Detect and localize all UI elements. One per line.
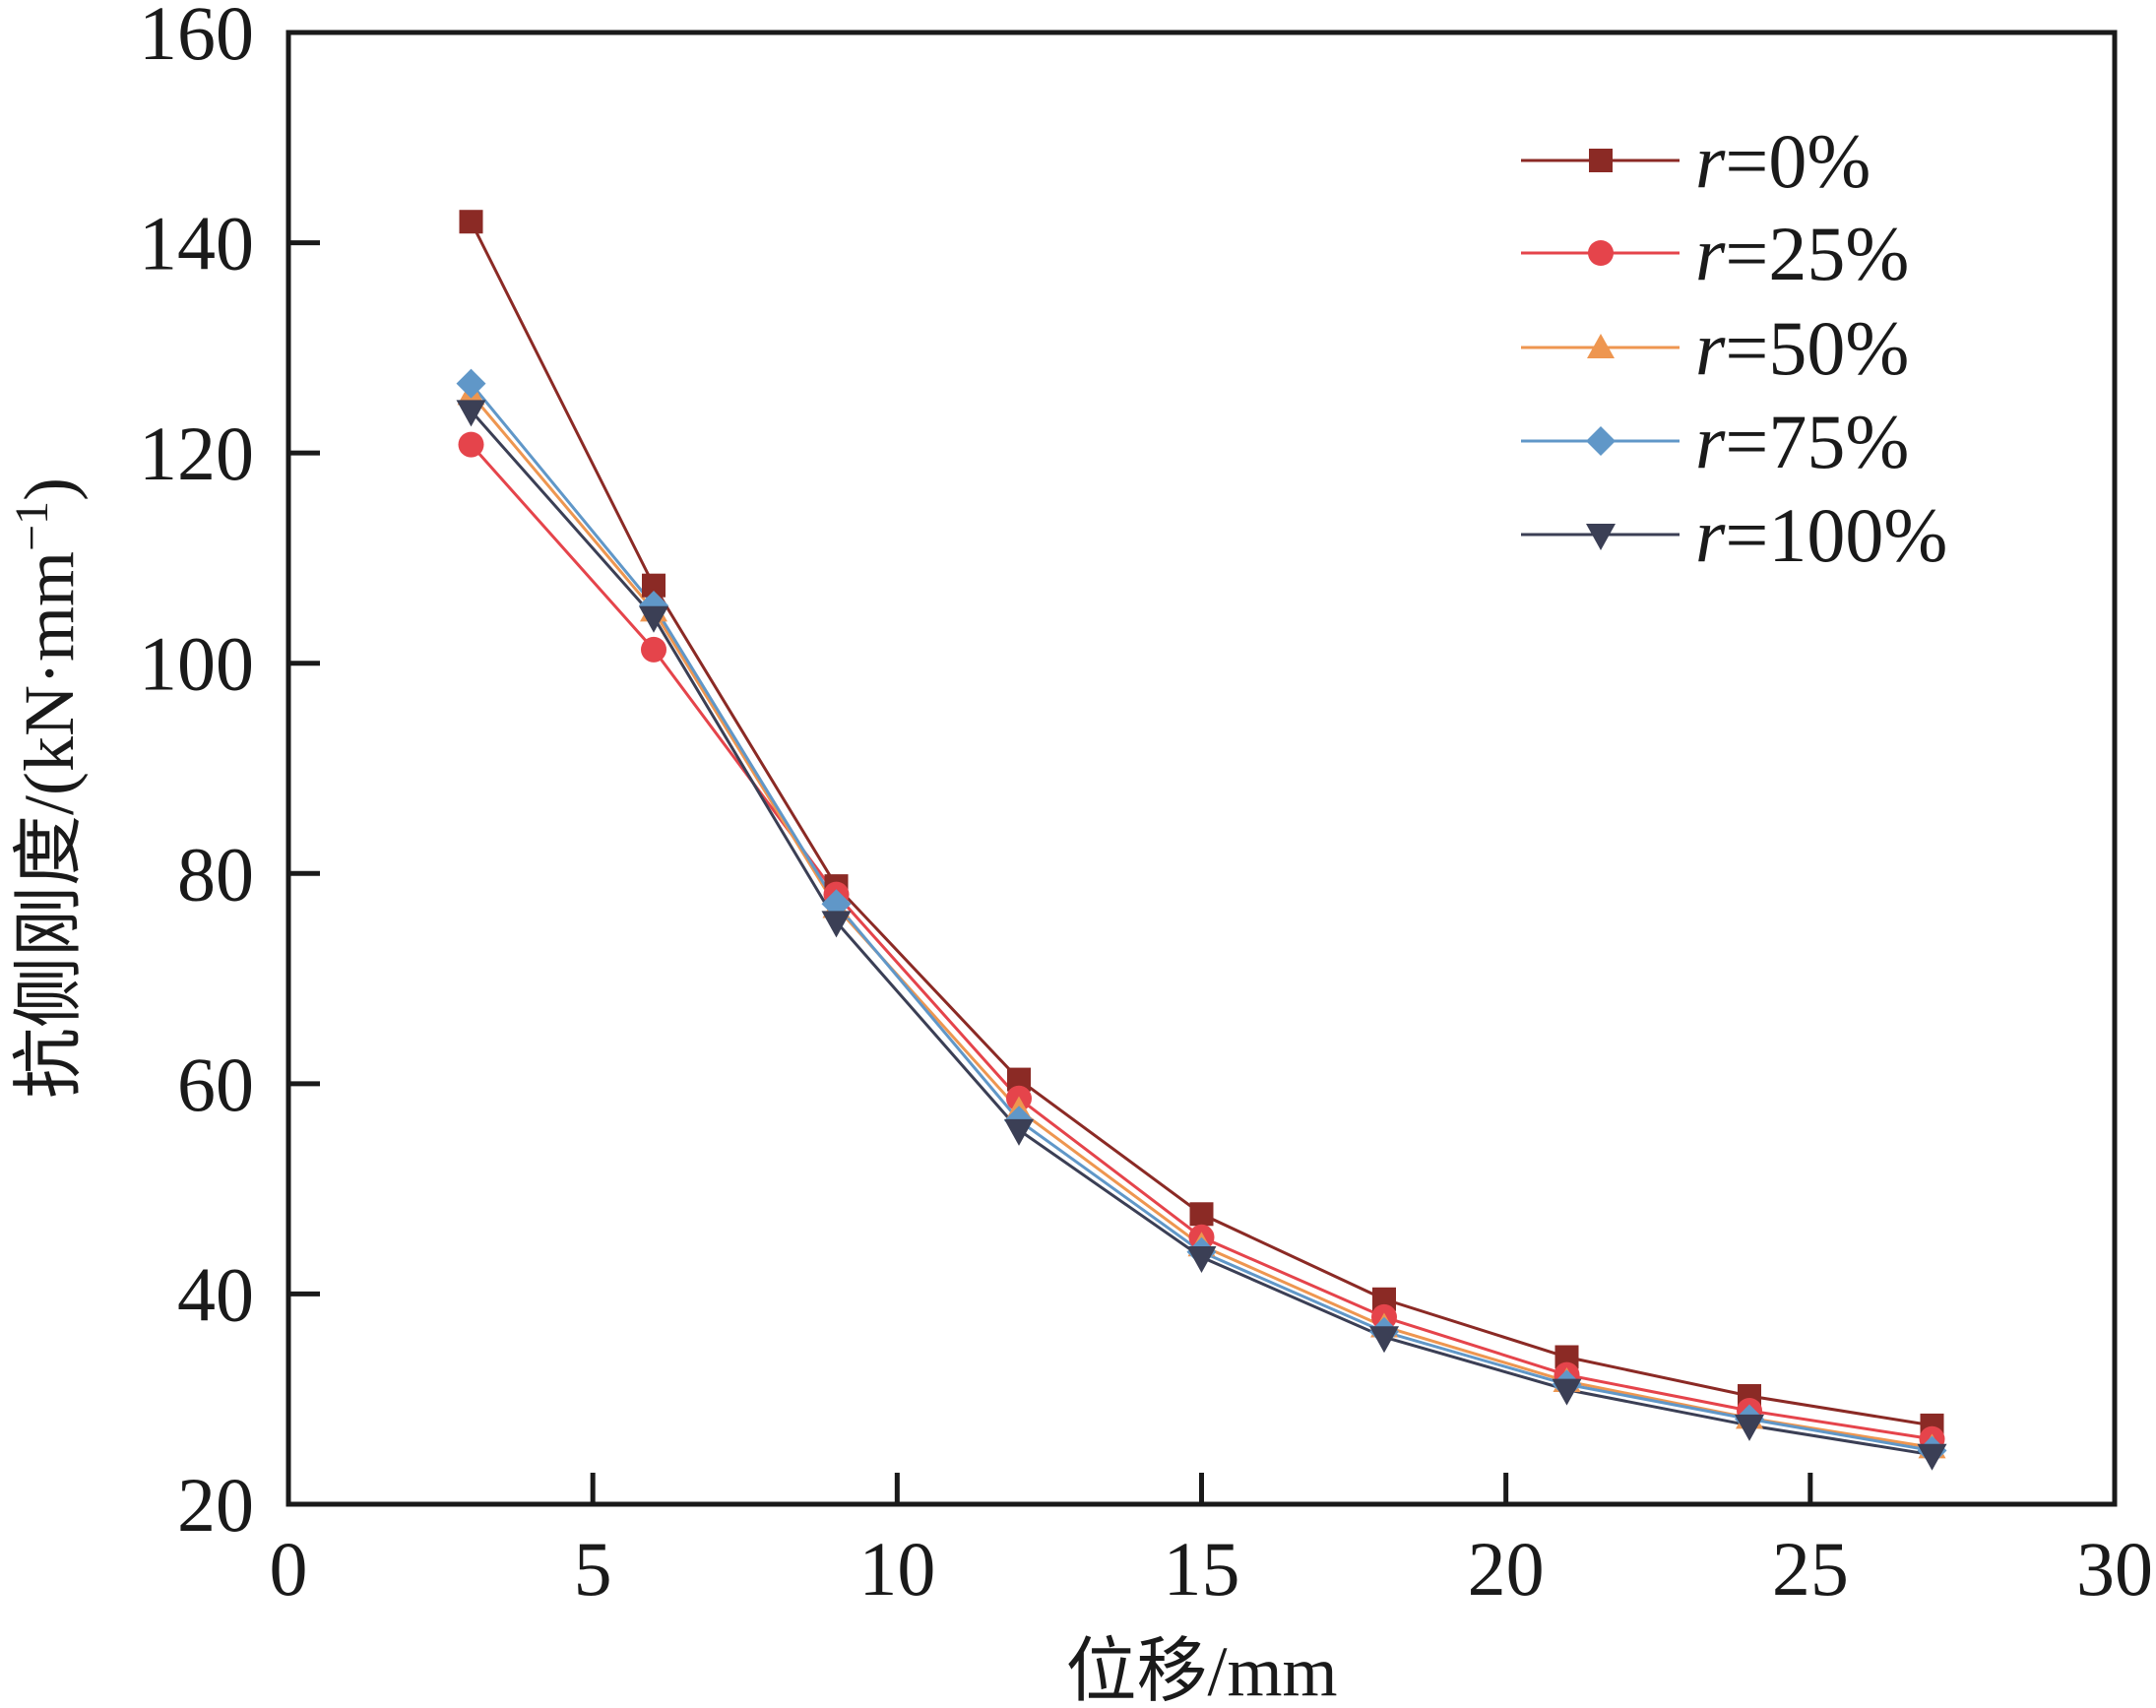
y-axis-title-sup: −1 — [6, 501, 58, 551]
data-point-triangle-down — [1369, 1326, 1399, 1354]
x-tick-label: 10 — [858, 1526, 935, 1612]
legend-item: r=50% — [1521, 305, 1909, 391]
series-markers-r-25- — [458, 431, 1945, 1452]
legend-label: r=100% — [1695, 492, 1947, 578]
data-point-triangle-down — [1004, 1118, 1034, 1146]
x-tick-label: 0 — [270, 1526, 308, 1612]
legend-label: r=50% — [1695, 305, 1909, 391]
data-point-circle — [641, 636, 666, 663]
y-tick-label: 60 — [177, 1042, 254, 1127]
x-axis-title: 位移/mm — [1065, 1632, 1337, 1708]
x-tick-label: 15 — [1164, 1526, 1240, 1612]
legend-item: r=75% — [1521, 399, 1909, 484]
legend-marker-triangle-down — [1586, 524, 1616, 550]
legend-label: r=75% — [1695, 399, 1909, 484]
data-point-triangle-down — [456, 400, 486, 427]
legend-marker-circle — [1588, 240, 1614, 266]
y-tick-label: 40 — [177, 1251, 254, 1337]
series-layer — [456, 210, 1947, 1471]
y-tick-label: 100 — [139, 621, 254, 707]
x-tick-label: 25 — [1772, 1526, 1849, 1612]
series-r-25- — [470, 443, 1933, 1441]
series-line — [470, 443, 1933, 1441]
data-point-triangle-down — [1735, 1414, 1764, 1441]
x-tick-label: 20 — [1468, 1526, 1545, 1612]
legend-label: r=25% — [1695, 211, 1909, 296]
legend-marker-triangle-up — [1587, 334, 1615, 358]
legend-item: r=100% — [1521, 492, 1947, 578]
y-tick-label: 20 — [177, 1462, 254, 1548]
legend-label: r=0% — [1695, 118, 1871, 204]
data-point-triangle-down — [639, 605, 668, 633]
data-point-diamond — [456, 368, 486, 399]
y-axis-title: 抗侧刚度/(kN·mm−1) — [6, 477, 90, 1099]
ticks-layer: 0 5 10 15 20 25 30 20 40 60 80 100 120 140 160 — [139, 0, 2153, 1612]
data-point-triangle-down — [821, 911, 852, 938]
y-tick-label: 120 — [139, 411, 254, 496]
x-tick-label: 30 — [2076, 1526, 2153, 1612]
y-axis-title-close: ) — [10, 477, 89, 501]
series-markers-r-100- — [456, 400, 1947, 1471]
data-point-triangle-down — [1186, 1246, 1217, 1274]
data-point-triangle-down — [1552, 1378, 1582, 1406]
y-tick-label: 80 — [177, 831, 254, 917]
y-tick-label: 140 — [139, 201, 254, 286]
data-point-square — [1189, 1202, 1214, 1227]
legend-item: r=25% — [1521, 211, 1909, 296]
data-point-square — [459, 210, 483, 234]
legend-marker-square — [1589, 149, 1613, 172]
legend-item: r=0% — [1521, 118, 1871, 204]
x-tick-label: 5 — [574, 1526, 612, 1612]
y-axis-title-main: 抗侧刚度/(kN·mm — [10, 551, 89, 1099]
legend-marker-diamond — [1586, 426, 1616, 456]
y-tick-label: 160 — [139, 0, 254, 76]
data-point-triangle-down — [1917, 1443, 1947, 1471]
data-point-circle — [458, 431, 484, 458]
legend: r=0%r=25% r=50%r=75%r=100% — [1521, 118, 1947, 578]
